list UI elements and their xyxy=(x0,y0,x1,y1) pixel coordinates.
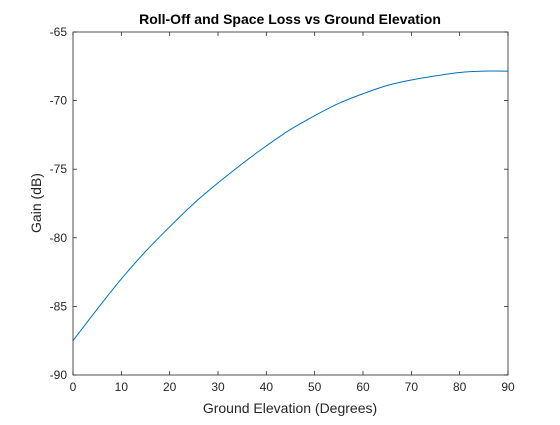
series-layer xyxy=(72,70,509,342)
x-tick-label: 60 xyxy=(356,380,370,394)
x-tick-label: 30 xyxy=(211,380,225,394)
x-tick-label: 70 xyxy=(405,380,419,394)
y-tick-label: -90 xyxy=(50,368,68,382)
x-tick-label: 40 xyxy=(260,380,274,394)
x-tick-label: 80 xyxy=(453,380,467,394)
axes-box xyxy=(72,31,509,376)
x-tick-label: 90 xyxy=(501,380,515,394)
y-axis-label: Gain (dB) xyxy=(28,173,44,233)
y-ticks: -90 -85 -80 -75 -70 -65 xyxy=(50,25,508,382)
x-tick-label: 50 xyxy=(308,380,322,394)
series-line-0 xyxy=(72,70,509,342)
x-tick-label: 0 xyxy=(70,380,77,394)
y-tick-label: -75 xyxy=(50,162,68,176)
x-tick-label: 20 xyxy=(163,380,177,394)
chart-title: Roll-Off and Space Loss vs Ground Elevat… xyxy=(139,11,441,27)
y-tick-label: -65 xyxy=(50,25,68,39)
x-tick-label: 10 xyxy=(115,380,129,394)
plot-area xyxy=(73,32,508,375)
y-tick-label: -70 xyxy=(50,94,68,108)
x-ticks: 0 10 20 30 40 50 60 70 80 90 xyxy=(70,32,515,394)
x-axis-label: Ground Elevation (Degrees) xyxy=(203,400,377,416)
axes-layer xyxy=(72,31,509,376)
y-tick-label: -80 xyxy=(50,231,68,245)
y-tick-label: -85 xyxy=(50,299,68,313)
